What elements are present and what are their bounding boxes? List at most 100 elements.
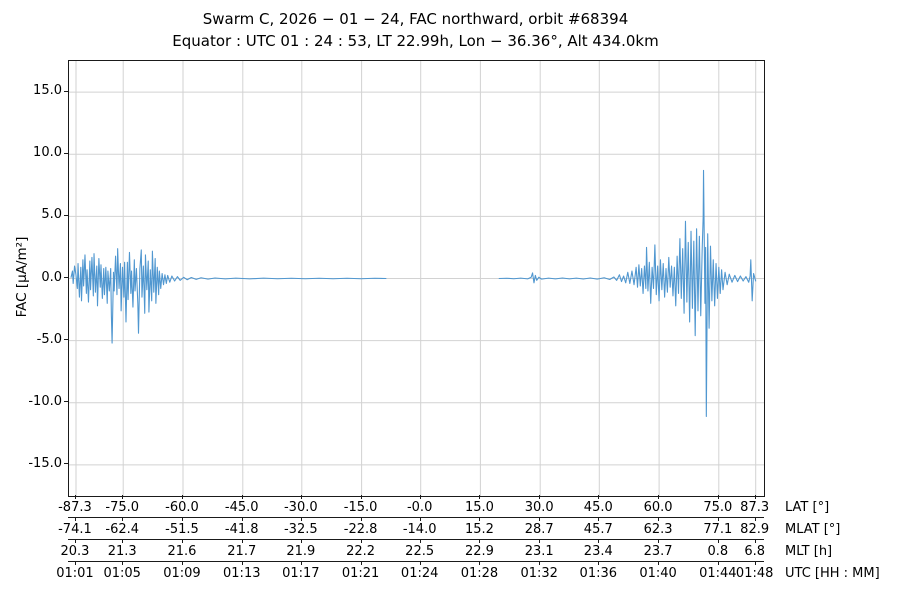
- utc-tick-label: 01:17: [282, 566, 320, 581]
- lat-tick-label: 60.0: [643, 500, 673, 515]
- x-tick-mark: [479, 539, 481, 543]
- mlt-tick-label: 22.5: [405, 544, 435, 559]
- x-tick-mark: [717, 495, 719, 499]
- mlat-tick-label: -51.5: [165, 522, 199, 537]
- mlt-tick-label: 21.3: [107, 544, 137, 559]
- lat-tick-label: -87.3: [58, 500, 92, 515]
- x-tick-mark: [717, 539, 719, 543]
- x-tick-mark: [754, 539, 756, 543]
- y-tick-label: 15.0: [33, 83, 62, 99]
- mlat-tick-label: 45.7: [583, 522, 613, 537]
- utc-tick-label: 01:01: [56, 566, 94, 581]
- x-tick-mark: [122, 561, 124, 565]
- lat-tick-label: 75.0: [703, 500, 733, 515]
- lat-tick-label: -60.0: [165, 500, 199, 515]
- x-tick-mark: [479, 495, 481, 499]
- x-tick-mark: [658, 561, 660, 565]
- mlat-tick-label: -74.1: [58, 522, 92, 537]
- y-tick-mark: [64, 463, 68, 465]
- mlat-tick-label: 28.7: [524, 522, 554, 537]
- x-tick-mark: [598, 517, 600, 521]
- x-tick-mark: [360, 539, 362, 543]
- utc-tick-label: 01:05: [103, 566, 141, 581]
- x-tick-mark: [598, 539, 600, 543]
- x-tick-mark: [754, 517, 756, 521]
- x-tick-mark: [241, 539, 243, 543]
- x-tick-mark: [658, 539, 660, 543]
- utc-unit-label: UTC [HH : MM]: [785, 566, 880, 581]
- mlt-tick-label: 6.8: [744, 544, 765, 559]
- y-tick-mark: [64, 214, 68, 216]
- x-tick-mark: [419, 517, 421, 521]
- lat-tick-label: -45.0: [224, 500, 259, 515]
- axis-line: [68, 539, 764, 540]
- x-tick-mark: [598, 561, 600, 565]
- mlt-tick-label: 23.7: [643, 544, 673, 559]
- utc-tick-label: 01:32: [520, 566, 558, 581]
- chart-title: Swarm C, 2026 − 01 − 24, FAC northward, …: [202, 10, 629, 28]
- x-tick-mark: [419, 539, 421, 543]
- mlat-unit-label: MLAT [°]: [785, 522, 841, 537]
- x-tick-mark: [360, 495, 362, 499]
- fac-series-segment: [498, 169, 757, 418]
- y-tick-label: -10.0: [28, 393, 62, 409]
- utc-tick-label: 01:36: [579, 566, 618, 581]
- x-tick-mark: [181, 539, 183, 543]
- x-tick-mark: [479, 517, 481, 521]
- utc-tick-label: 01:48: [735, 566, 774, 581]
- utc-tick-label: 01:44: [699, 566, 737, 581]
- mlt-tick-label: 22.2: [346, 544, 376, 559]
- x-tick-mark: [181, 561, 183, 565]
- x-tick-mark: [658, 495, 660, 499]
- mlat-tick-label: -32.5: [283, 522, 318, 537]
- lat-tick-label: -0.0: [406, 500, 433, 515]
- y-tick-label: 0.0: [41, 269, 62, 285]
- x-tick-mark: [360, 517, 362, 521]
- x-tick-mark: [300, 517, 302, 521]
- x-tick-mark: [419, 561, 421, 565]
- utc-tick-label: 01:28: [460, 566, 499, 581]
- x-tick-mark: [181, 495, 183, 499]
- mlat-tick-label: -22.8: [343, 522, 378, 537]
- mlat-tick-label: -41.8: [224, 522, 259, 537]
- x-tick-mark: [241, 561, 243, 565]
- x-tick-mark: [300, 539, 302, 543]
- mlat-tick-label: -62.4: [105, 522, 140, 537]
- x-tick-mark: [181, 517, 183, 521]
- mlt-unit-label: MLT [h]: [785, 544, 833, 559]
- utc-tick-label: 01:21: [341, 566, 380, 581]
- y-tick-label: 10.0: [33, 145, 62, 161]
- lat-tick-label: 15.0: [464, 500, 494, 515]
- x-tick-mark: [241, 495, 243, 499]
- x-tick-mark: [754, 495, 756, 499]
- x-tick-mark: [479, 561, 481, 565]
- x-tick-mark: [658, 517, 660, 521]
- y-tick-mark: [64, 277, 68, 278]
- lat-unit-label: LAT [°]: [785, 500, 830, 515]
- chart-subtitle: Equator : UTC 01 : 24 : 53, LT 22.99h, L…: [172, 32, 659, 50]
- x-tick-mark: [598, 495, 600, 499]
- axis-line: [68, 561, 764, 562]
- x-axis-row-lat: -87.3 -75.0 -60.0 -45.0 -30.0 -15.0 -0.0 15.0 30…: [0, 495, 900, 517]
- utc-tick-label: 01:09: [163, 566, 201, 581]
- axis-line: [68, 517, 764, 518]
- x-tick-mark: [717, 517, 719, 521]
- x-tick-mark: [122, 495, 124, 499]
- x-tick-mark: [74, 517, 76, 521]
- x-tick-mark: [74, 539, 76, 543]
- x-tick-mark: [717, 561, 719, 565]
- y-tick-label: -15.0: [28, 455, 62, 471]
- mlat-tick-label: 15.2: [464, 522, 494, 537]
- x-tick-mark: [419, 495, 421, 499]
- x-tick-mark: [122, 517, 124, 521]
- mlt-tick-label: 0.8: [707, 544, 729, 559]
- y-tick-mark: [64, 152, 68, 154]
- y-tick-label: 5.0: [41, 207, 62, 223]
- utc-tick-label: 01:40: [639, 566, 677, 581]
- x-tick-mark: [754, 561, 756, 565]
- x-tick-mark: [74, 495, 76, 499]
- mlat-tick-label: 62.3: [643, 522, 673, 537]
- x-tick-mark: [539, 517, 541, 521]
- x-tick-mark: [539, 539, 541, 543]
